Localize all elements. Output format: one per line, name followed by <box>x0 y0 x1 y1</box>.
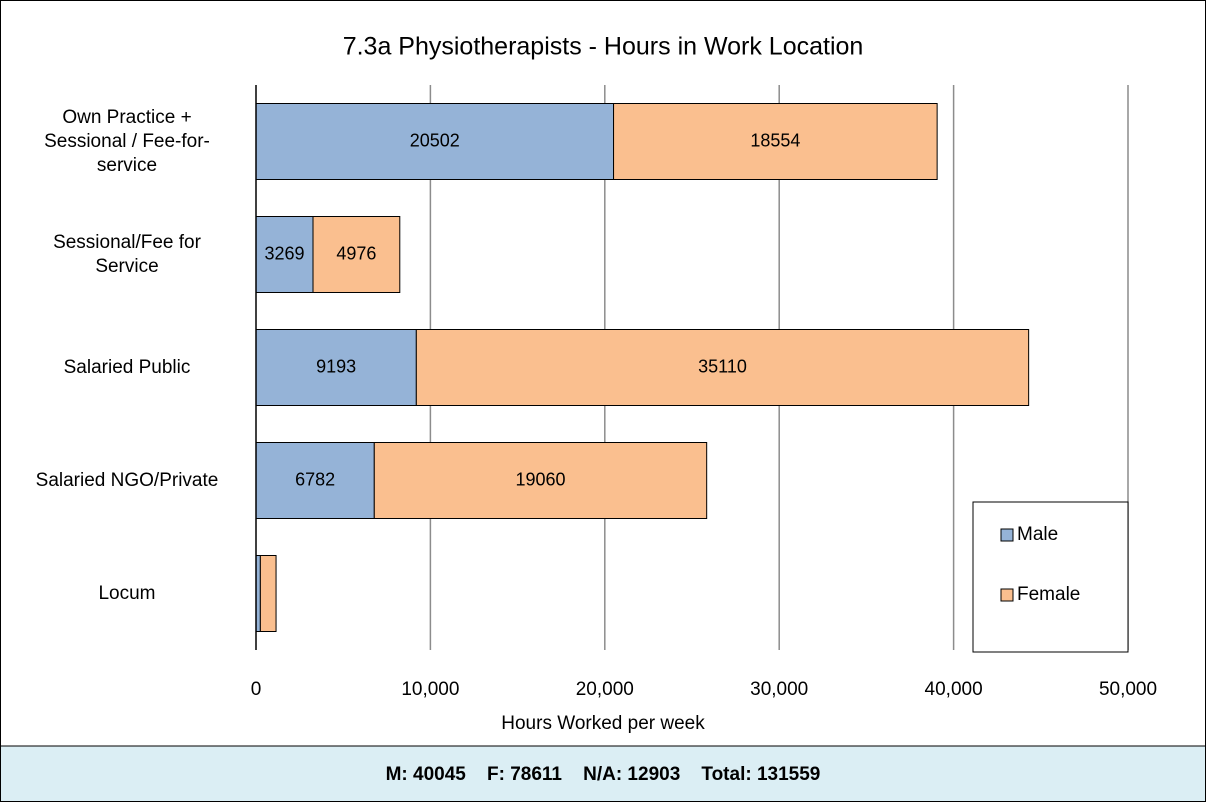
bar <box>312 216 401 293</box>
data-label: 35110 <box>698 356 747 376</box>
data-label: 9193 <box>316 356 356 376</box>
x-tick-label: 40,000 <box>925 679 983 700</box>
data-label: 20502 <box>410 130 460 150</box>
bar <box>415 329 1030 406</box>
bar <box>613 103 938 180</box>
data-label: 19060 <box>515 469 565 489</box>
footer: M: 40045 F: 78611 N/A: 12903 Total: 1315… <box>386 764 821 785</box>
x-tick-label: 20,000 <box>576 679 634 700</box>
legend-swatch <box>1000 588 1014 602</box>
x-axis-label: Hours Worked per week <box>501 713 705 734</box>
bar <box>255 216 314 293</box>
bar <box>373 442 708 519</box>
data-label: 4976 <box>336 243 376 263</box>
y-tick-label: Salaried NGO/Private <box>35 469 219 491</box>
data-label: 18554 <box>750 130 800 150</box>
legend-label: Female <box>1017 584 1080 605</box>
x-tick-label: 30,000 <box>750 679 808 700</box>
chart-title: 7.3a Physiotherapists - Hours in Work Lo… <box>343 33 864 61</box>
x-tick-label: 10,000 <box>401 679 459 700</box>
y-tick-label: Own Practice + Sessional / Fee-for-servi… <box>44 106 210 176</box>
bar <box>255 329 417 406</box>
bar <box>259 555 277 632</box>
bar <box>255 103 615 180</box>
y-tick-label: Salaried Public <box>63 356 191 378</box>
y-tick-label: Sessional/Fee for Service <box>53 231 201 277</box>
legend-label: Male <box>1017 524 1058 545</box>
footer-band <box>1 746 1205 801</box>
bar <box>255 442 375 519</box>
legend-box <box>972 501 1129 653</box>
y-tick-label: Locum <box>98 582 156 604</box>
data-label: 3269 <box>264 243 304 263</box>
legend-swatch <box>1000 528 1014 542</box>
x-tick-label: 0 <box>251 679 262 700</box>
data-label: 6782 <box>295 469 335 489</box>
x-tick-label: 50,000 <box>1099 679 1157 700</box>
